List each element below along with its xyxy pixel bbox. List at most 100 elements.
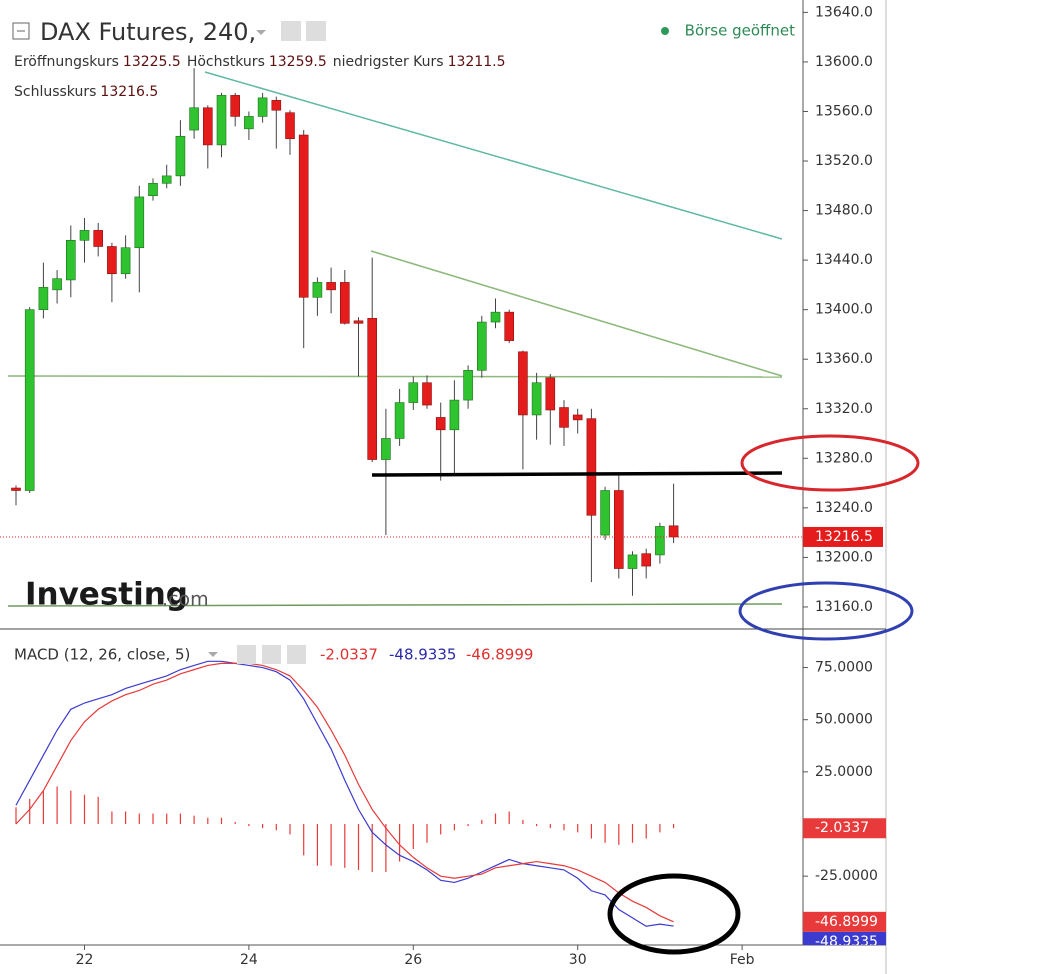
candle-body	[353, 320, 364, 324]
ohlc-label: Eröffnungskurs	[14, 54, 119, 70]
y-tick-label: 13480.0	[815, 203, 873, 219]
indicator-title: MACD (12, 26, close, 5)	[14, 646, 190, 664]
signal-tag: -46.8999	[803, 911, 886, 932]
x-tick-label: 30	[569, 952, 587, 968]
candle-body	[613, 490, 624, 569]
y-tick-label: 75.0000	[815, 660, 873, 676]
market-status: Börse geöffnet	[685, 22, 795, 40]
candle-body	[326, 282, 336, 291]
candle-body	[586, 418, 597, 516]
macd-line	[15, 660, 674, 927]
horizontal-line	[7, 603, 783, 607]
candle-body	[285, 112, 295, 140]
signal-tag-box	[803, 911, 886, 932]
ohlc-label: Höchstkurs	[186, 54, 265, 70]
ohlc-label: Schlusskurs	[14, 84, 97, 100]
ohlc-legend: Schlusskurs 13216.5	[14, 84, 164, 100]
y-tick-label: 13600.0	[815, 54, 873, 70]
candle-body	[11, 487, 21, 491]
candle-body	[66, 239, 76, 281]
candle-body	[38, 287, 49, 310]
logo: Investing	[25, 577, 188, 613]
y-tick-label: 13160.0	[815, 599, 873, 615]
candle-body	[408, 382, 419, 403]
candle-body	[449, 399, 460, 431]
settings-icon[interactable]	[262, 645, 281, 664]
highlight-ellipse	[738, 581, 914, 641]
candle-body	[572, 414, 583, 421]
dropdown-icon[interactable]	[208, 652, 218, 657]
histogram-tag-label: -2.0337	[815, 820, 869, 836]
candle-body	[518, 351, 528, 416]
ohlc-legend: Eröffnungskurs 13225.5 Höchstkurs 13259.5 ni…	[14, 54, 511, 70]
y-tick-label: 13240.0	[815, 500, 873, 516]
candle-body	[161, 175, 172, 184]
candle-body	[24, 309, 35, 491]
x-tick-label: Feb	[730, 952, 755, 968]
x-tick-label: 22	[76, 952, 94, 968]
price-tag-label: 13216.5	[815, 529, 873, 545]
candle-body	[189, 107, 199, 131]
candle-body	[531, 382, 542, 416]
highlight-ellipse	[607, 873, 741, 955]
candle-body	[600, 490, 610, 536]
ohlc-value: 13225.5	[122, 54, 181, 70]
y-tick-label: 25.0000	[815, 764, 873, 780]
y-tick-label: 13320.0	[815, 401, 873, 417]
x-tick-label: 24	[240, 952, 258, 968]
histogram-value: -2.0337	[320, 646, 378, 664]
settings-icon[interactable]	[306, 21, 326, 41]
candle-body	[298, 134, 309, 298]
candle-body	[107, 246, 117, 275]
histogram-tag: -2.0337	[803, 818, 886, 839]
candle-body	[476, 321, 487, 371]
candle-body	[490, 311, 501, 323]
candle-body	[339, 282, 350, 324]
candle-body	[79, 230, 90, 241]
candle-body	[312, 282, 323, 298]
macd-tag-box	[803, 931, 886, 945]
signal-tag-label: -46.8999	[815, 914, 878, 930]
y-tick-label: 13360.0	[815, 351, 873, 367]
y-tick-label: 13440.0	[815, 252, 873, 268]
candle-body	[504, 311, 515, 341]
candle-body	[545, 377, 556, 411]
y-tick-label: 13200.0	[815, 549, 873, 565]
candle-body	[134, 196, 145, 249]
candle-body	[641, 553, 652, 567]
candle-body	[422, 382, 432, 406]
candle-body	[244, 116, 254, 130]
trend-line	[370, 250, 783, 377]
candle-body	[175, 135, 186, 177]
ohlc-label: niedrigster Kurs	[332, 54, 444, 70]
y-tick-label: 13560.0	[815, 103, 873, 119]
ohlc-value: 13216.5	[100, 84, 159, 100]
ohlc-value: 13259.5	[268, 54, 327, 70]
eye-icon[interactable]	[281, 21, 301, 41]
close-icon[interactable]	[287, 645, 306, 664]
candle-body	[463, 370, 473, 401]
status-dot	[661, 27, 669, 35]
macd-tag: -48.9335	[803, 931, 886, 950]
signal-value: -46.8999	[466, 646, 533, 664]
eye-icon[interactable]	[237, 645, 256, 664]
horizontal-line	[371, 471, 783, 477]
macd-tag-label: -48.9335	[815, 934, 878, 950]
background	[0, 0, 886, 974]
candle-body	[257, 97, 268, 117]
y-tick-label: 13400.0	[815, 302, 873, 318]
candle-body	[627, 554, 638, 569]
candle-body	[120, 247, 131, 275]
candle-body	[435, 417, 446, 431]
candle-body	[230, 95, 240, 117]
price-tag	[803, 526, 883, 547]
dropdown-icon[interactable]	[256, 30, 266, 35]
candle-body	[93, 230, 103, 247]
y-tick-label: 13640.0	[815, 4, 873, 20]
horizontal-line	[7, 375, 783, 378]
candle-body	[216, 95, 227, 146]
candle-body	[668, 525, 679, 538]
candle-body	[394, 402, 405, 439]
collapse-icon[interactable]	[12, 22, 30, 40]
